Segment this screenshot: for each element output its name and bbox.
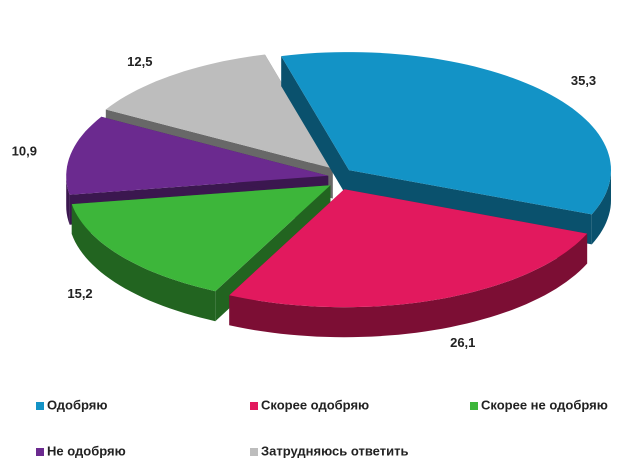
data-label: 26,1 bbox=[450, 335, 475, 350]
legend-label: Затрудняюсь ответить bbox=[261, 443, 408, 458]
data-label: 35,3 bbox=[571, 73, 596, 88]
legend-marker bbox=[250, 402, 258, 410]
data-label: 10,9 bbox=[12, 143, 37, 158]
slice-side bbox=[591, 170, 611, 245]
legend-marker bbox=[36, 448, 44, 456]
legend-marker bbox=[36, 402, 44, 410]
slice bbox=[105, 54, 333, 169]
slice-side bbox=[281, 56, 349, 201]
data-label: 12,5 bbox=[127, 54, 152, 69]
slice bbox=[71, 185, 331, 292]
slice-side bbox=[66, 175, 70, 225]
data-label: 15,2 bbox=[67, 286, 92, 301]
legend-marker bbox=[250, 448, 258, 456]
slice bbox=[281, 52, 611, 215]
slice-side bbox=[71, 204, 216, 322]
slice bbox=[66, 116, 329, 195]
legend-marker bbox=[470, 402, 478, 410]
slice-side bbox=[229, 233, 588, 338]
legend-label: Скорее не одобряю bbox=[481, 397, 608, 412]
legend-label: Скорее одобряю bbox=[261, 397, 369, 412]
legend-label: Одобряю bbox=[47, 397, 107, 412]
slice bbox=[229, 189, 588, 308]
legend-label: Не одобряю bbox=[47, 443, 126, 458]
